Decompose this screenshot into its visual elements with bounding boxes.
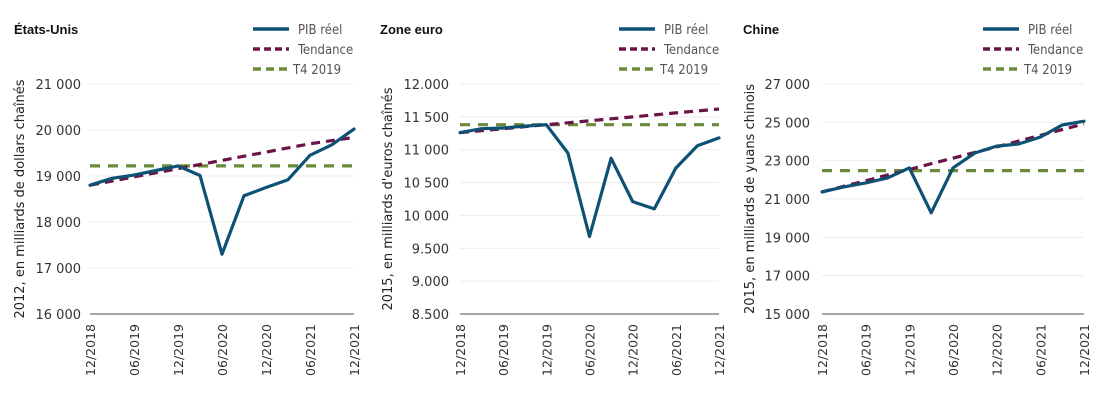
y-tick-label: 23 000 bbox=[765, 155, 811, 170]
x-tick-label: 06/2020 bbox=[946, 324, 961, 376]
x-ticks: 12/2018 06/2019 12/2019 06/2020 12/2020 06/20… bbox=[453, 324, 727, 376]
legend-label-gdp: PIB réel bbox=[1028, 23, 1072, 38]
x-tick-label: 12/2018 bbox=[83, 324, 98, 376]
y-tick-label: 16 000 bbox=[36, 308, 82, 323]
legend: PIB réel Tendance T4 2019 bbox=[983, 23, 1083, 78]
legend: PIB réel Tendance T4 2019 bbox=[619, 23, 719, 78]
x-tick-label: 12/2019 bbox=[539, 324, 554, 376]
x-tick-label: 06/2021 bbox=[303, 324, 318, 376]
legend: PIB réel Tendance T4 2019 bbox=[253, 23, 353, 78]
x-tick-label: 12/2020 bbox=[626, 324, 641, 376]
series-line-gdp bbox=[458, 123, 721, 239]
y-tick-label: 21 000 bbox=[765, 193, 811, 208]
x-tick-label: 12/2021 bbox=[1077, 324, 1092, 376]
legend-label-trend: Tendance bbox=[663, 43, 719, 58]
y-tick-label: 27 000 bbox=[765, 78, 811, 93]
y-axis-label: 2012, en milliards de dollars chaînés bbox=[13, 79, 28, 318]
x-tick-label: 12/2021 bbox=[712, 324, 727, 376]
gridlines bbox=[90, 83, 354, 315]
x-tick-label: 12/2021 bbox=[347, 324, 362, 376]
series-line-gdp bbox=[820, 119, 1086, 215]
y-tick-label: 17 000 bbox=[765, 270, 811, 285]
y-tick-label: 20 000 bbox=[36, 124, 82, 139]
y-tick-label: 19 000 bbox=[765, 231, 811, 246]
y-tick-label: 8.500 bbox=[412, 308, 449, 323]
x-tick-label: 12/2020 bbox=[990, 324, 1005, 376]
y-tick-label: 18 000 bbox=[36, 216, 82, 231]
x-tick-label: 12/2020 bbox=[259, 324, 274, 376]
legend-label-q4-2019: T4 2019 bbox=[292, 63, 341, 78]
chart-panel-etats-unis: États-Unis 2012, en milliards de dollars… bbox=[13, 22, 362, 376]
x-tick-label: 06/2019 bbox=[127, 324, 142, 376]
legend-label-q4-2019: T4 2019 bbox=[659, 63, 708, 78]
y-ticks: 8.500 9.000 9.500 10 000 10 500 11 000 11 500 1… bbox=[404, 78, 450, 323]
x-ticks: 12/2018 06/2019 12/2019 06/2020 12/2020 06/20… bbox=[83, 324, 362, 376]
x-tick-label: 12/2018 bbox=[453, 324, 468, 376]
gridlines bbox=[822, 83, 1084, 315]
x-tick-label: 06/2020 bbox=[215, 324, 230, 376]
series bbox=[88, 127, 356, 256]
series bbox=[458, 107, 721, 239]
gridlines bbox=[460, 83, 719, 315]
x-tick-label: 06/2021 bbox=[669, 324, 684, 376]
y-tick-label: 19 000 bbox=[36, 170, 82, 185]
legend-label-trend: Tendance bbox=[297, 43, 353, 58]
x-tick-label: 12/2018 bbox=[815, 324, 830, 376]
legend-label-gdp: PIB réel bbox=[298, 23, 342, 38]
x-tick-label: 06/2021 bbox=[1033, 324, 1048, 376]
chart-panel-zone-euro: Zone euro 2015, en milliards d'euros cha… bbox=[380, 22, 727, 376]
legend-label-gdp: PIB réel bbox=[664, 23, 708, 38]
y-ticks: 16 000 17 000 18 000 19 000 20 000 21 000 bbox=[36, 78, 82, 323]
series bbox=[820, 119, 1086, 215]
y-tick-label: 9.500 bbox=[412, 242, 449, 257]
y-tick-label: 10 500 bbox=[404, 177, 450, 192]
legend-label-q4-2019: T4 2019 bbox=[1023, 63, 1072, 78]
y-ticks: 15 000 17 000 19 000 21 000 23 000 25 000 27 0… bbox=[765, 78, 811, 323]
y-tick-label: 25 000 bbox=[765, 116, 811, 131]
x-tick-label: 12/2019 bbox=[902, 324, 917, 376]
x-tick-label: 06/2020 bbox=[583, 324, 598, 376]
y-tick-label: 11 000 bbox=[404, 144, 450, 159]
y-axis-label: 2015, en milliards d'euros chaînés bbox=[381, 87, 396, 310]
x-tick-label: 06/2019 bbox=[496, 324, 511, 376]
chart-title: États-Unis bbox=[14, 22, 78, 37]
series-line-trend bbox=[89, 135, 355, 187]
x-tick-label: 06/2019 bbox=[859, 324, 874, 376]
chart-panel-chine: Chine 2015, en milliards de yuans chinoi… bbox=[743, 22, 1092, 376]
y-tick-label: 10 000 bbox=[404, 209, 450, 224]
series-line-gdp bbox=[88, 127, 356, 256]
x-ticks: 12/2018 06/2019 12/2019 06/2020 12/2020 06/20… bbox=[815, 324, 1092, 376]
chart-title: Zone euro bbox=[380, 22, 443, 37]
legend-label-trend: Tendance bbox=[1027, 43, 1083, 58]
series-line-trend bbox=[459, 107, 720, 135]
x-tick-label: 12/2019 bbox=[171, 324, 186, 376]
y-tick-label: 17 000 bbox=[36, 262, 82, 277]
y-tick-label: 11 500 bbox=[404, 111, 450, 126]
y-tick-label: 12.000 bbox=[404, 78, 450, 93]
chart-title: Chine bbox=[743, 22, 779, 37]
y-tick-label: 9.000 bbox=[412, 275, 449, 290]
y-tick-label: 21 000 bbox=[36, 78, 82, 93]
y-axis-label: 2015, en milliards de yuans chinois bbox=[743, 84, 758, 314]
y-tick-label: 15 000 bbox=[765, 308, 811, 323]
